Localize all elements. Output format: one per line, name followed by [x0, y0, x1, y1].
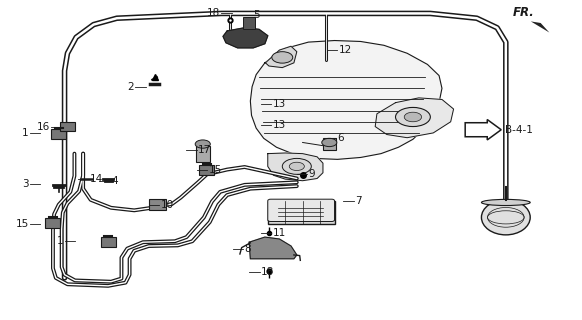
Bar: [196, 146, 210, 162]
Text: 12: 12: [339, 45, 352, 55]
Text: 14: 14: [90, 174, 103, 184]
Text: 6: 6: [338, 133, 344, 143]
Circle shape: [272, 52, 293, 63]
Circle shape: [322, 138, 337, 147]
Text: 16: 16: [37, 122, 50, 132]
Circle shape: [195, 140, 210, 148]
Polygon shape: [531, 21, 549, 33]
Text: 4: 4: [111, 176, 118, 186]
Polygon shape: [268, 153, 323, 181]
Circle shape: [396, 108, 430, 126]
Text: 1: 1: [57, 236, 63, 246]
Text: 15: 15: [15, 219, 29, 229]
Circle shape: [404, 112, 421, 122]
Text: 1: 1: [22, 128, 29, 138]
Ellipse shape: [481, 200, 530, 235]
Bar: [149, 199, 166, 210]
Bar: [268, 201, 335, 224]
Polygon shape: [223, 28, 268, 48]
Polygon shape: [465, 120, 501, 140]
Bar: [323, 138, 336, 150]
Bar: [60, 122, 75, 131]
Text: 13: 13: [272, 99, 286, 109]
FancyBboxPatch shape: [268, 199, 335, 221]
Ellipse shape: [481, 199, 530, 205]
Text: 15: 15: [208, 164, 222, 174]
Polygon shape: [375, 98, 453, 138]
Text: 8: 8: [244, 244, 251, 254]
Text: 7: 7: [355, 196, 361, 206]
Bar: [199, 165, 214, 175]
Text: FR.: FR.: [512, 6, 534, 19]
Text: 17: 17: [198, 146, 211, 156]
Text: 10: 10: [161, 200, 173, 210]
Polygon shape: [250, 41, 442, 159]
Text: 18: 18: [207, 8, 220, 19]
Bar: [101, 237, 116, 247]
Text: 9: 9: [308, 169, 315, 179]
Circle shape: [289, 162, 304, 171]
Text: 2: 2: [127, 82, 134, 92]
Bar: [51, 129, 66, 139]
Text: 5: 5: [253, 10, 260, 20]
Bar: [243, 17, 255, 29]
Text: 11: 11: [272, 228, 286, 238]
Polygon shape: [249, 237, 297, 259]
Text: 3: 3: [22, 179, 29, 189]
Text: 18: 18: [261, 267, 274, 276]
Text: 13: 13: [272, 120, 286, 130]
Bar: [45, 218, 61, 228]
Polygon shape: [265, 46, 297, 68]
Circle shape: [282, 158, 311, 174]
Text: B-4-1: B-4-1: [505, 125, 533, 135]
